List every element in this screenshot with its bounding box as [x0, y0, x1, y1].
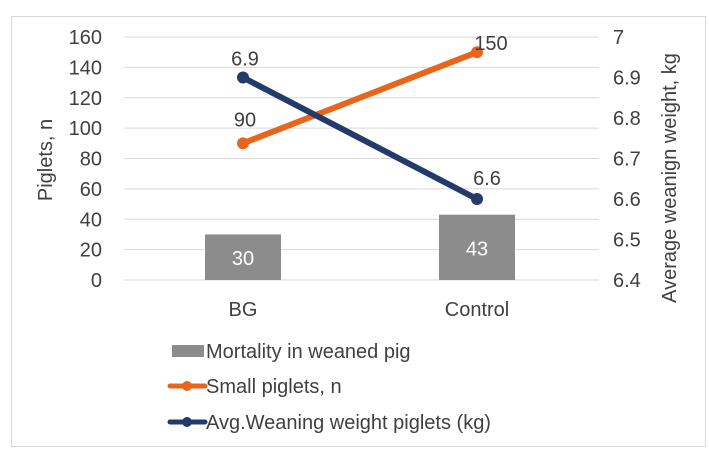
small-piglets-marker	[471, 46, 483, 59]
avg-weight-marker	[471, 193, 483, 205]
y2-axis-label: Average weanign weight, kg	[659, 53, 681, 303]
y-tick-label: 20	[80, 240, 102, 262]
bar-data-label: 30	[232, 248, 254, 270]
y-tick-label: 60	[80, 179, 102, 201]
legend-label-weight: Avg.Weaning weight piglets (kg)	[206, 412, 491, 434]
bar-mortality	[205, 234, 281, 280]
y-tick-label: 100	[69, 118, 102, 140]
small-piglets-data-label: 90	[234, 109, 256, 131]
chart-border	[11, 16, 706, 447]
x-tick-label: BG	[229, 299, 258, 321]
avg-weight-marker	[237, 71, 249, 84]
small-piglets-marker	[237, 137, 249, 150]
legend-marker-small-piglets	[182, 381, 192, 391]
y-tick-label: 160	[69, 27, 102, 49]
y-axis-label: Piglets, n	[35, 119, 57, 201]
y2-tick-label: 6.5	[613, 230, 641, 252]
y2-tick-label: 6.8	[613, 108, 641, 130]
legend: Mortality in weaned pig Small piglets, n…	[167, 341, 491, 434]
y-tick-label: 0	[91, 270, 102, 292]
y2-tick-label: 6.6	[613, 189, 641, 211]
y2-tick-label: 7	[613, 27, 624, 49]
x-tick-label: Control	[445, 299, 509, 321]
y2-tick-label: 6.7	[613, 149, 641, 171]
legend-swatch-mortality	[172, 345, 204, 357]
avg-weight-data-label: 6.9	[231, 49, 259, 71]
small-piglets-line	[240, 49, 480, 147]
avg-weight-data-label: 6.6	[473, 168, 501, 190]
y-tick-label: 120	[69, 88, 102, 110]
y-tick-label: 140	[69, 57, 102, 79]
y-tick-label: 80	[80, 149, 102, 171]
avg-weight-line	[240, 74, 480, 202]
y-tick-label: 40	[80, 209, 102, 231]
small-piglets-data-label: 150	[474, 33, 507, 55]
bar-mortality	[439, 214, 515, 280]
legend-label-small-piglets: Small piglets, n	[206, 376, 342, 398]
legend-label-mortality: Mortality in weaned pig	[206, 341, 411, 363]
bar-data-label: 43	[466, 238, 488, 260]
y2-tick-label: 6.4	[613, 270, 641, 292]
y2-tick-label: 6.9	[613, 68, 641, 90]
legend-marker-weight	[182, 417, 192, 427]
